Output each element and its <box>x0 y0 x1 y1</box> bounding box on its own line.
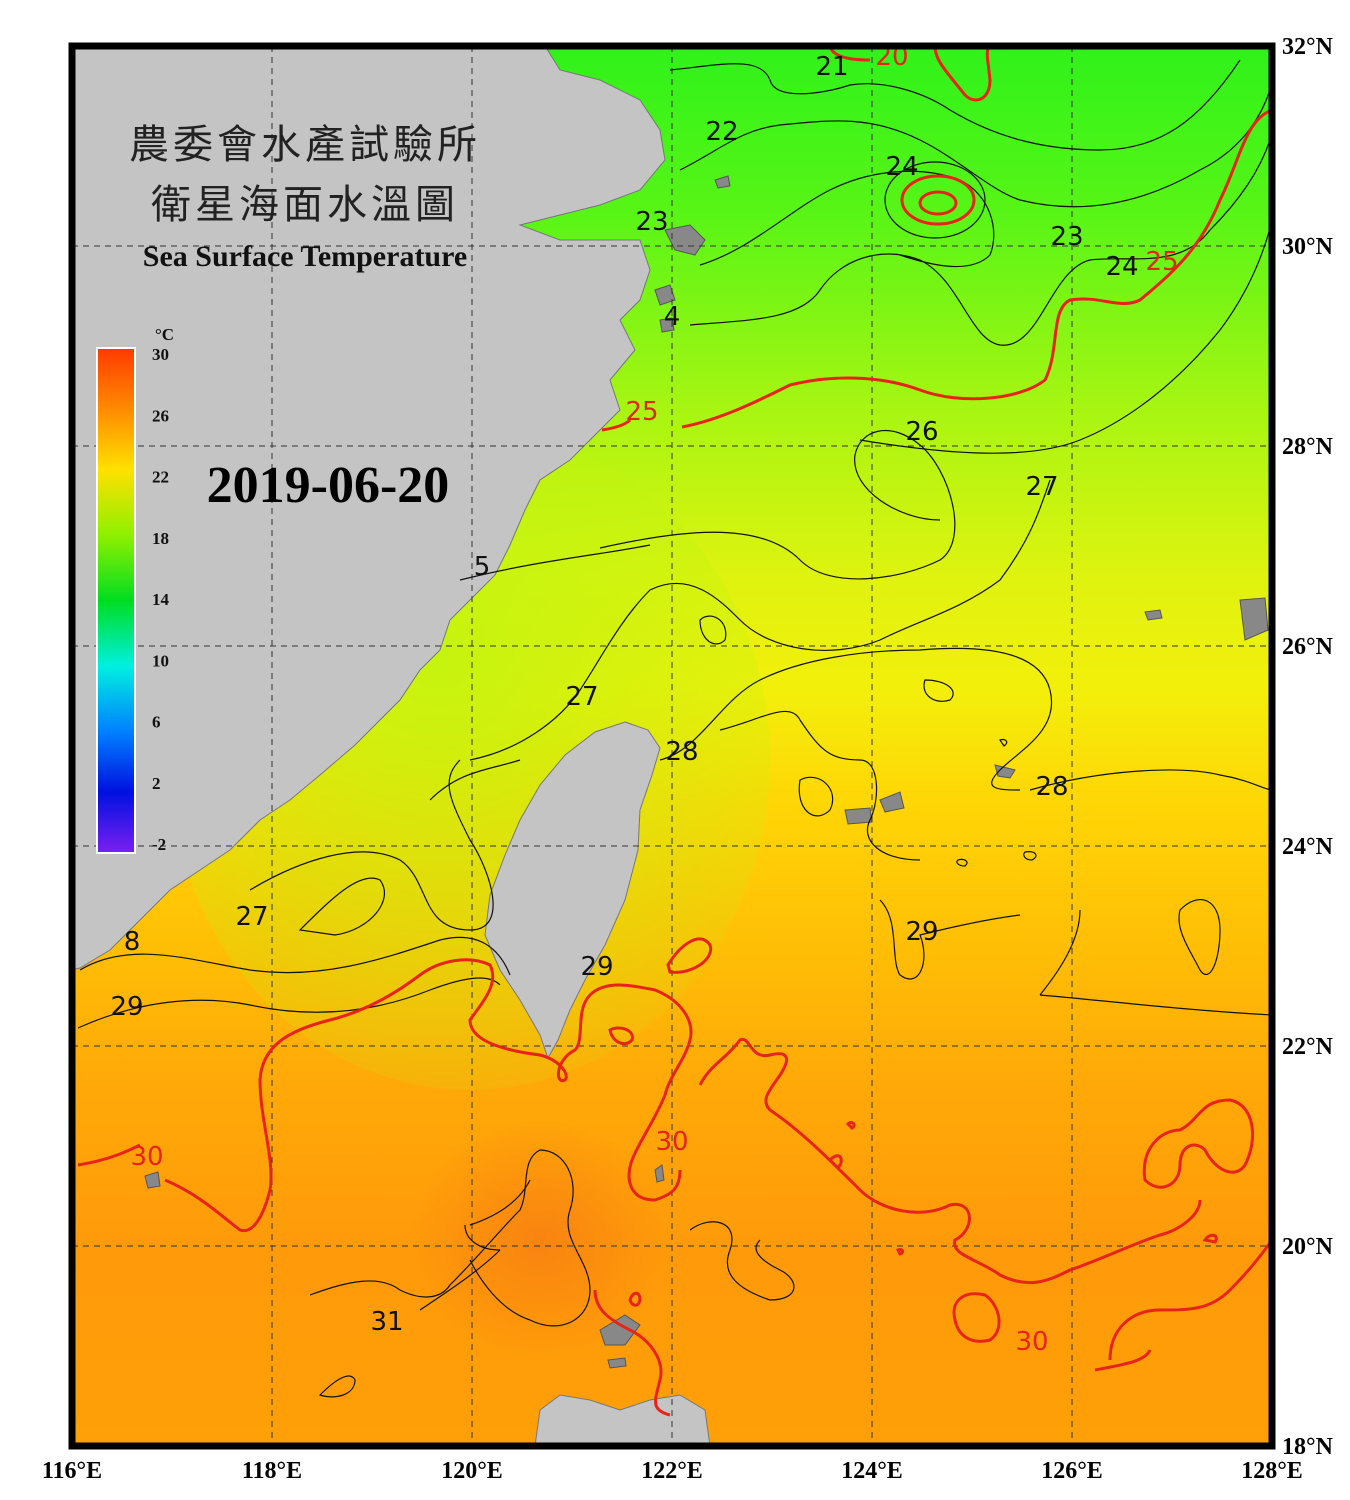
lon-label: 126°E <box>1041 1458 1103 1484</box>
colorbar: °C 30 26 22 18 14 10 6 2 -2 <box>96 325 174 854</box>
map-frame <box>68 42 1276 1450</box>
colorbar-unit: °C <box>155 325 174 344</box>
isotherm-label-red: 20 <box>875 42 908 72</box>
isotherm-label: 24 <box>885 152 918 182</box>
isotherm-label: 22 <box>705 117 738 147</box>
lon-label: 116°E <box>42 1458 102 1484</box>
isotherm-label: 27 <box>565 682 598 712</box>
colorbar-tick: 2 <box>152 774 161 793</box>
lat-label: 26°N <box>1282 634 1334 660</box>
isotherm-label-red: 25 <box>1145 247 1178 277</box>
colorbar-tick: 26 <box>152 406 169 425</box>
graticule <box>72 46 1272 1446</box>
lat-label: 30°N <box>1282 234 1334 260</box>
land-luzon <box>534 1394 711 1446</box>
isotherm-label-red: 30 <box>655 1127 688 1157</box>
colorbar-tick: 30 <box>152 345 169 364</box>
colorbar-tick: 14 <box>152 590 170 609</box>
warm-core <box>410 1120 670 1360</box>
title-line2: 衛星海面水溫圖 <box>151 182 459 228</box>
isotherm-label: 21 <box>815 52 848 82</box>
colorbar-tick: -2 <box>152 835 166 854</box>
isotherm-label: 5 <box>474 552 491 582</box>
lon-label: 128°E <box>1241 1458 1303 1484</box>
isotherm-label: 24 <box>1105 252 1138 282</box>
isotherm-label: 29 <box>905 917 938 947</box>
longitude-labels: 116°E 118°E 120°E 122°E 124°E 126°E 128°E <box>42 1458 1303 1484</box>
title-english: Sea Surface Temperature <box>143 240 467 273</box>
isotherm-label: 28 <box>1035 772 1068 802</box>
isotherm-label: 31 <box>370 1307 403 1337</box>
isotherms-red <box>77 46 1272 1417</box>
isotherm-label: 27 <box>235 902 268 932</box>
isotherm-label: 27 <box>1025 472 1058 502</box>
land-china <box>72 46 666 971</box>
colorbar-tick: 22 <box>152 468 169 487</box>
isotherm-label: 29 <box>110 992 143 1022</box>
isotherm-label: 28 <box>665 737 698 767</box>
isotherm-label: 4 <box>664 302 681 332</box>
title-line1: 農委會水產試驗所 <box>129 122 481 168</box>
lat-label: 22°N <box>1282 1034 1334 1060</box>
isotherm-label-red: 30 <box>130 1142 163 1172</box>
isotherm-label: 29 <box>580 952 613 982</box>
isotherm-label: 23 <box>1050 222 1083 252</box>
isotherm-label: 23 <box>635 207 668 237</box>
lon-label: 122°E <box>641 1458 703 1484</box>
isotherms-black <box>77 59 1272 1398</box>
lat-label: 20°N <box>1282 1234 1334 1260</box>
islands <box>144 175 1269 1369</box>
lat-label: 32°N <box>1282 34 1334 60</box>
lon-label: 120°E <box>441 1458 503 1484</box>
lon-label: 124°E <box>841 1458 903 1484</box>
colorbar-tick: 6 <box>152 713 161 732</box>
lat-label: 24°N <box>1282 834 1334 860</box>
colorbar-ramp <box>96 347 136 854</box>
isotherm-label: 26 <box>905 417 938 447</box>
lat-label: 18°N <box>1282 1434 1334 1460</box>
lat-label: 28°N <box>1282 434 1334 460</box>
colorbar-tick: 18 <box>152 529 169 548</box>
isotherm-label-red: 25 <box>625 397 658 427</box>
isotherm-label: 8 <box>124 927 141 957</box>
isotherm-label-red: 30 <box>1015 1327 1048 1357</box>
isotherm-labels: 2122242323244262752728282927829293120252… <box>110 42 1178 1357</box>
latitude-labels: 32°N 30°N 28°N 26°N 24°N 22°N 20°N 18°N <box>1282 34 1334 1460</box>
colorbar-tick: 10 <box>152 651 169 670</box>
lon-label: 118°E <box>242 1458 302 1484</box>
date-label: 2019-06-20 <box>207 457 450 514</box>
